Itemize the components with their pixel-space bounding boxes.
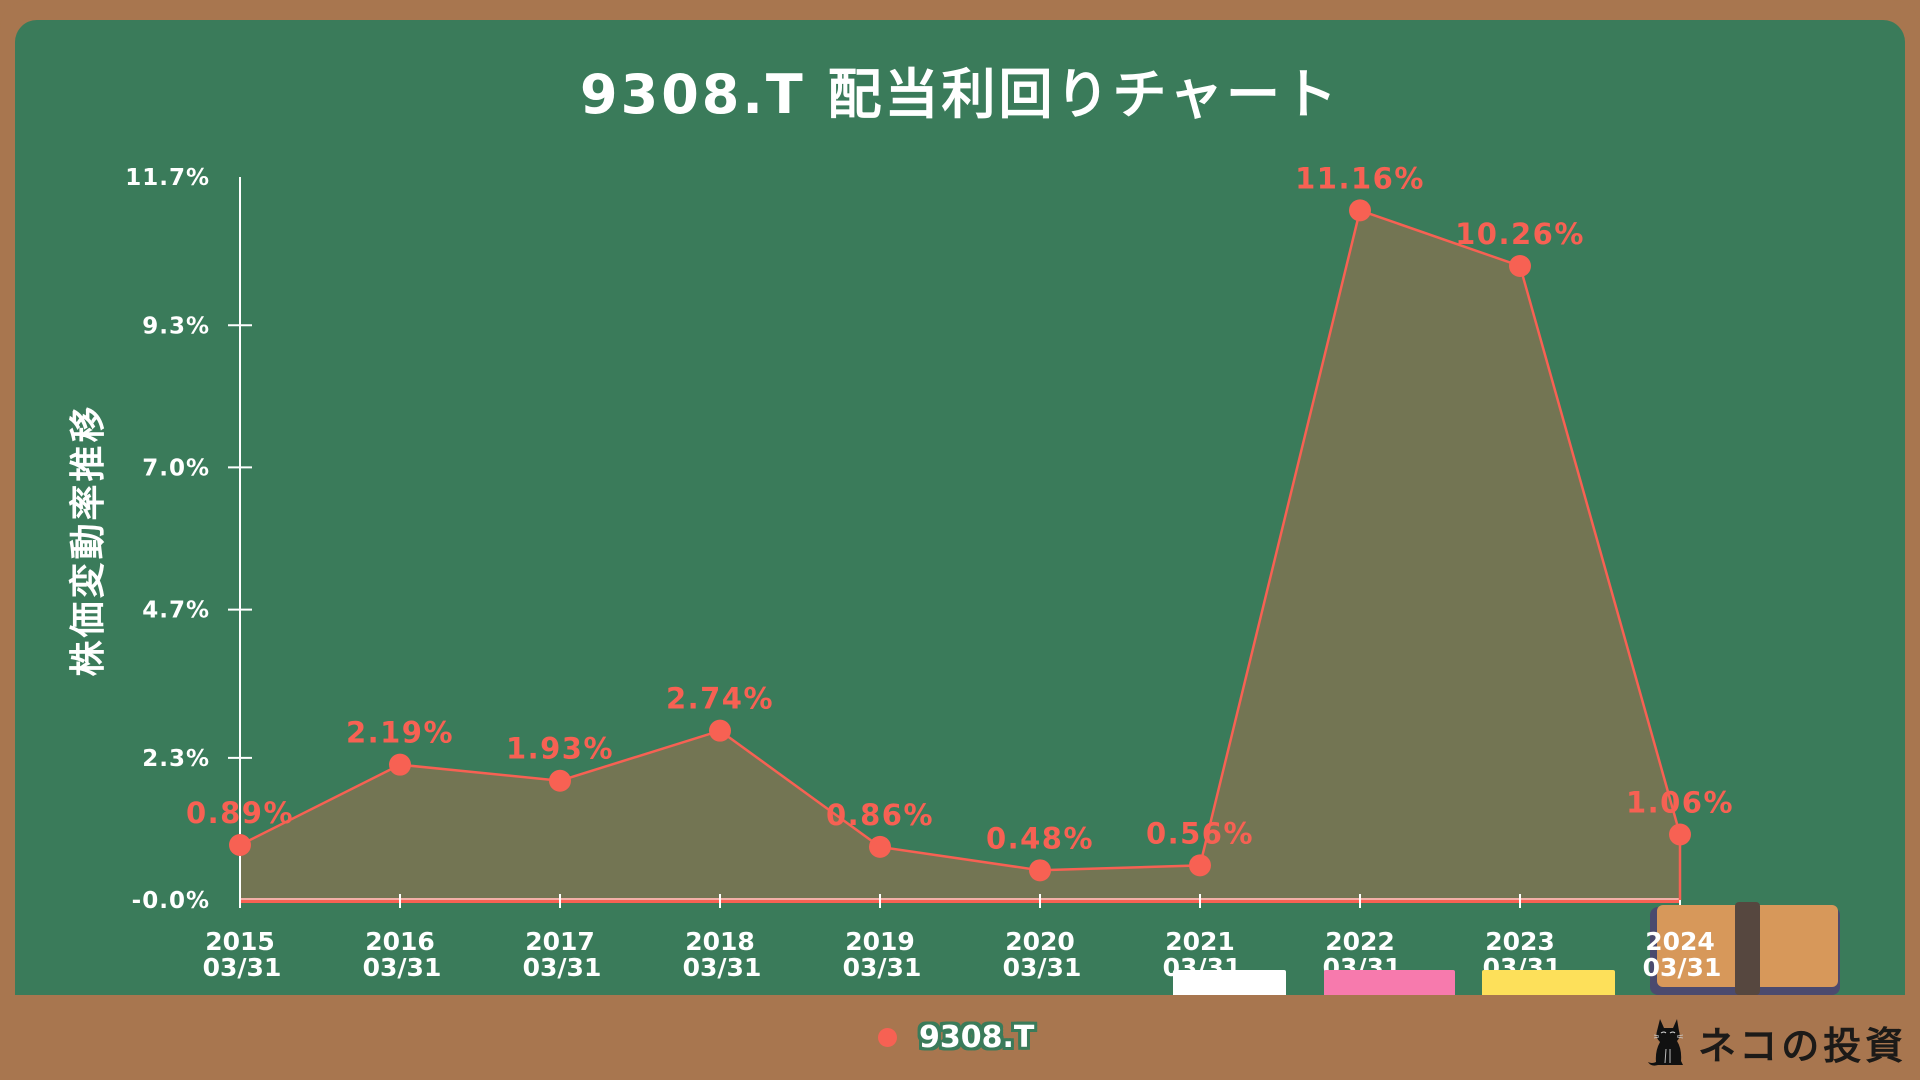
brand-logo-text: ネコの投資 bbox=[1698, 1023, 1908, 1068]
data-point bbox=[549, 769, 571, 792]
legend-marker-icon bbox=[878, 1027, 897, 1047]
data-label: 11.16% bbox=[1295, 161, 1425, 195]
brand-logo: ネコの投資 bbox=[1646, 1014, 1907, 1070]
x-tick-year: 2017 bbox=[525, 927, 595, 956]
x-tick-year: 2015 bbox=[205, 927, 275, 956]
data-label: 0.56% bbox=[1146, 816, 1254, 850]
yellow-chalk-icon bbox=[1482, 970, 1615, 995]
area-fill bbox=[240, 210, 1680, 900]
data-point bbox=[1029, 859, 1051, 882]
x-tick-date: 03/31 bbox=[523, 953, 602, 982]
x-tick-year: 2022 bbox=[1325, 927, 1395, 956]
data-label: 1.93% bbox=[506, 732, 614, 766]
x-tick-date: 03/31 bbox=[203, 953, 282, 982]
data-point bbox=[1669, 823, 1691, 846]
white-chalk-icon bbox=[1173, 970, 1286, 995]
data-point bbox=[389, 753, 411, 776]
x-tick-date: 03/31 bbox=[363, 953, 442, 982]
data-point bbox=[869, 835, 891, 858]
eraser-band bbox=[1735, 902, 1760, 995]
y-tick-label: -0.0% bbox=[132, 888, 210, 914]
x-tick-year: 2020 bbox=[1005, 927, 1075, 956]
data-label: 1.06% bbox=[1626, 785, 1734, 819]
x-tick-date: 03/31 bbox=[843, 953, 922, 982]
legend-series-label: 9308.T bbox=[919, 1019, 1035, 1055]
data-point bbox=[1349, 199, 1371, 222]
data-point bbox=[709, 719, 731, 742]
x-tick-year: 2024 bbox=[1645, 927, 1715, 956]
chart-title: 9308.T 配当利回りチャート bbox=[580, 63, 1340, 126]
data-point bbox=[1189, 854, 1211, 877]
x-tick-year: 2023 bbox=[1485, 927, 1555, 956]
x-tick-year: 2018 bbox=[685, 927, 755, 956]
y-tick-label: 4.7% bbox=[142, 598, 210, 624]
x-tick-date: 03/31 bbox=[1003, 953, 1082, 982]
x-tick-date: 03/31 bbox=[1643, 953, 1722, 982]
data-point bbox=[1509, 254, 1531, 277]
y-tick-label: 11.7% bbox=[125, 165, 210, 191]
y-tick-label: 2.3% bbox=[142, 746, 210, 772]
pink-chalk-icon bbox=[1324, 970, 1455, 995]
x-tick-year: 2019 bbox=[845, 927, 915, 956]
data-label: 0.89% bbox=[186, 796, 294, 830]
black-cat-icon bbox=[1648, 1019, 1684, 1066]
data-label: 10.26% bbox=[1455, 217, 1585, 251]
y-tick-label: 9.3% bbox=[142, 313, 210, 339]
y-tick-label: 7.0% bbox=[142, 455, 210, 481]
x-tick-date: 03/31 bbox=[683, 953, 762, 982]
data-label: 0.86% bbox=[826, 798, 934, 832]
data-label: 2.19% bbox=[346, 716, 454, 750]
x-tick-year: 2021 bbox=[1165, 927, 1235, 956]
data-label: 0.48% bbox=[986, 821, 1094, 855]
legend[interactable]: 9308.T bbox=[878, 1015, 1034, 1059]
data-point bbox=[229, 834, 251, 857]
x-tick-year: 2016 bbox=[365, 927, 435, 956]
data-label: 2.74% bbox=[666, 682, 774, 716]
